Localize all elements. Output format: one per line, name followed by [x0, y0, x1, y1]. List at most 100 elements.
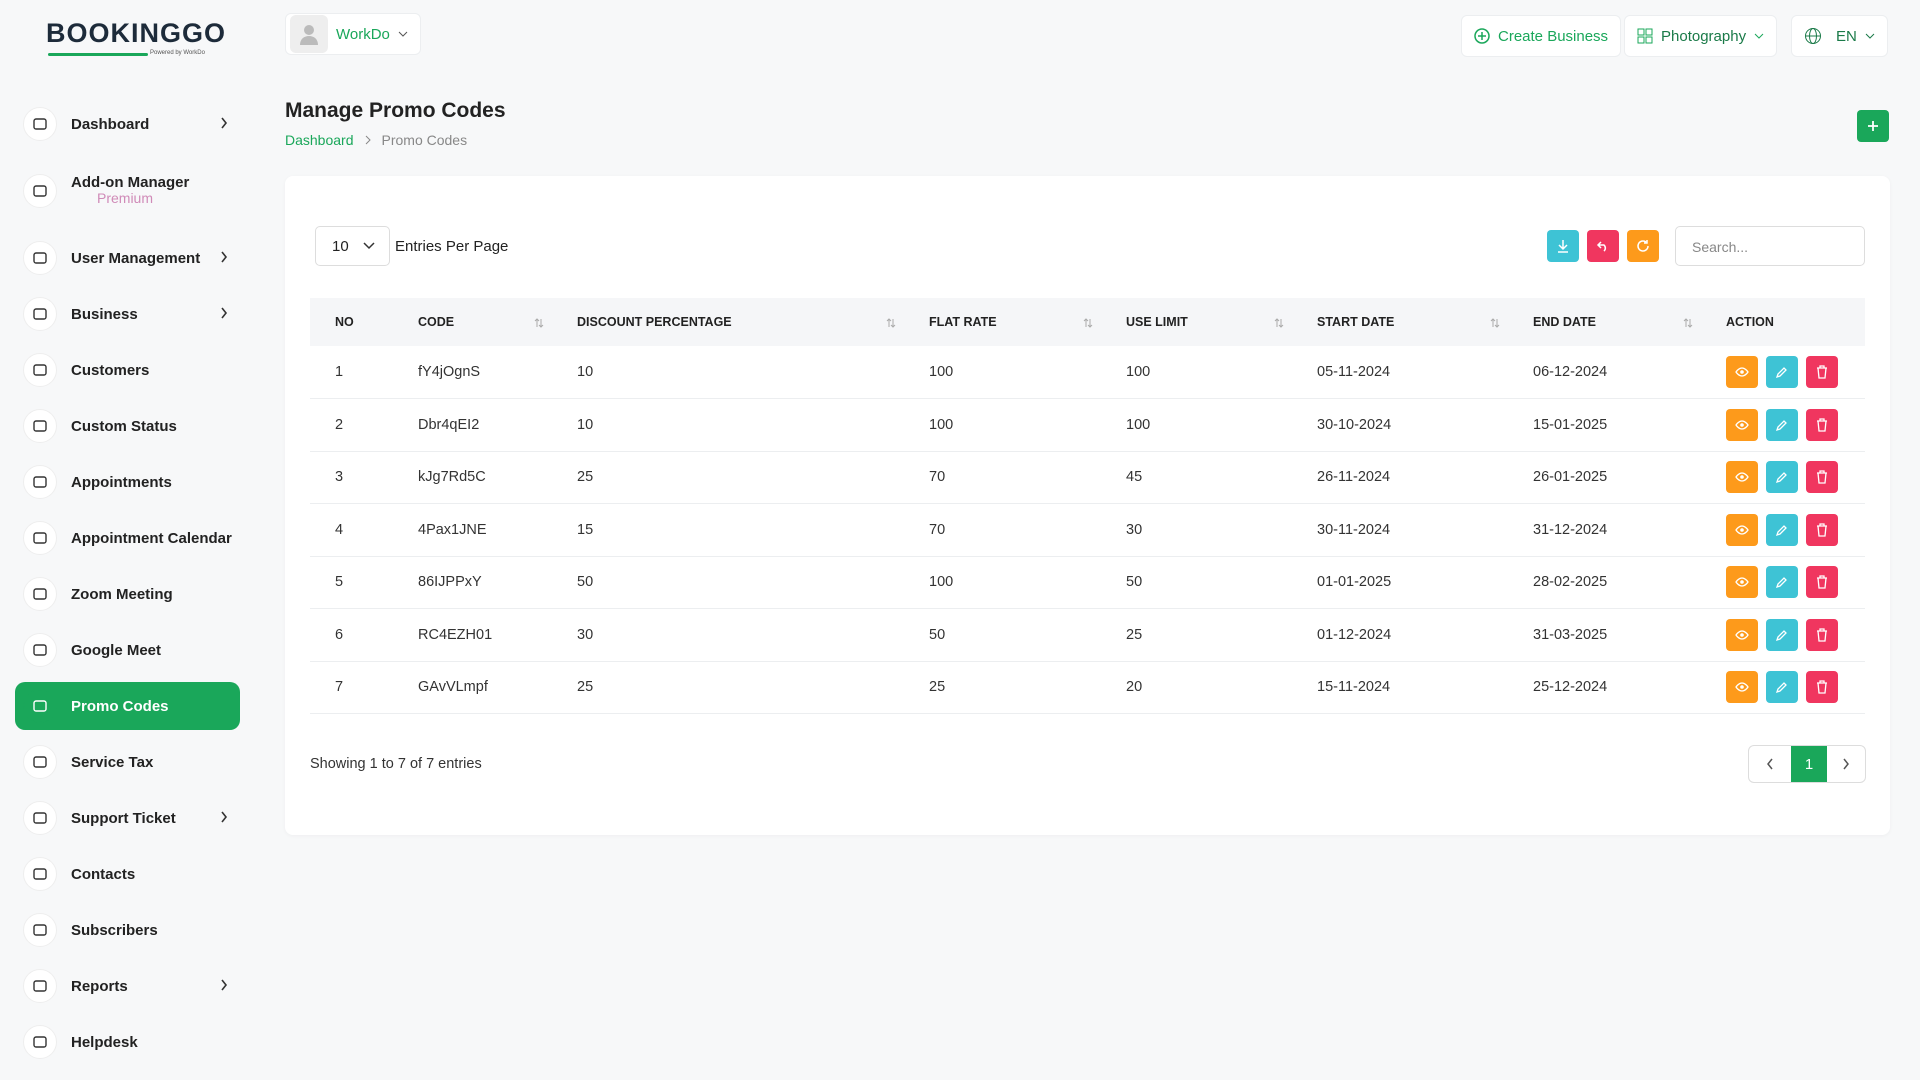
delete-button[interactable] [1806, 671, 1838, 704]
view-button[interactable] [1726, 408, 1758, 441]
view-button[interactable] [1726, 671, 1758, 704]
view-button[interactable] [1726, 461, 1758, 494]
action-cell [1701, 503, 1865, 557]
sidebar-item[interactable]: Contacts [15, 850, 240, 898]
item-label: Subscribers [71, 921, 158, 939]
sidebar-item[interactable]: Service Tax [15, 738, 240, 786]
workspace-switch[interactable]: WorkDo [285, 13, 421, 55]
edit-button[interactable] [1766, 461, 1798, 494]
next-page[interactable] [1827, 746, 1865, 782]
reset-button[interactable] [1587, 230, 1619, 262]
chevron [220, 250, 228, 267]
icon [1637, 28, 1653, 44]
sort-icon[interactable] [534, 317, 544, 331]
view-button[interactable] [1726, 618, 1758, 651]
current-page[interactable]: 1 [1791, 746, 1827, 782]
label: Create Business [1498, 27, 1609, 45]
view-button[interactable] [1726, 566, 1758, 599]
sidebar-item[interactable]: Add-on Manager Premium [15, 156, 240, 226]
sidebar-item[interactable]: Customers [15, 346, 240, 394]
sidebar-item[interactable]: Helpdesk [15, 1018, 240, 1066]
table-cell: 10 [552, 398, 904, 452]
item-label: Helpdesk [71, 1033, 138, 1051]
edit-button[interactable] [1766, 618, 1798, 651]
table-cell: 6 [310, 608, 393, 662]
table-cell: RC4EZH01 [393, 608, 552, 662]
action-cell [1701, 608, 1865, 662]
item-icon [23, 409, 57, 443]
chevron [1754, 33, 1764, 39]
refresh-button[interactable] [1627, 230, 1659, 262]
avatar [290, 15, 328, 53]
delete-button[interactable] [1806, 461, 1838, 494]
sidebar-item[interactable]: User Management [15, 234, 240, 282]
item-label: Appointments [71, 473, 172, 491]
sidebar-item[interactable]: Appointments [15, 458, 240, 506]
logo[interactable]: BOOKINGGO [46, 18, 227, 48]
sidebar-item[interactable]: Custom Status [15, 402, 240, 450]
column-title: DISCOUNT PERCENTAGE [577, 315, 732, 329]
table-row: 7 GAvVLmpf 25 25 20 15-11-2024 25-12-2024 [310, 661, 1865, 714]
table-cell: 5 [310, 556, 393, 609]
edit-button[interactable] [1766, 671, 1798, 704]
item-icon [23, 633, 57, 667]
table-cell: fY4jOgnS [393, 346, 552, 399]
view-button[interactable] [1726, 513, 1758, 546]
delete-button[interactable] [1806, 356, 1838, 388]
table-cell: 25 [552, 661, 904, 714]
sidebar-item[interactable]: Subscribers [15, 906, 240, 954]
edit-button[interactable] [1766, 356, 1798, 388]
sidebar-item[interactable]: Zoom Meeting [15, 570, 240, 618]
table-cell: 30 [1101, 503, 1292, 557]
table-row: 6 RC4EZH01 30 50 25 01-12-2024 31-03-2025 [310, 608, 1865, 662]
sidebar-item[interactable]: Google Meet [15, 626, 240, 674]
breadcrumb-current: Promo Codes [381, 132, 468, 148]
sort-icon[interactable] [886, 317, 896, 331]
table-cell: 45 [1101, 451, 1292, 504]
business-switch[interactable]: Photography [1624, 15, 1778, 57]
prev-page[interactable] [1749, 746, 1791, 782]
table-cell: 100 [904, 556, 1101, 609]
sidebar-item[interactable]: Business [15, 290, 240, 338]
entries-select[interactable]: 10 [315, 226, 390, 266]
column-header: NO [310, 298, 393, 346]
breadcrumb-link[interactable]: Dashboard [285, 132, 354, 148]
sidebar-item[interactable]: Reports [15, 962, 240, 1010]
item-icon [23, 969, 57, 1003]
table-cell: 4Pax1JNE [393, 503, 552, 557]
sort-icon[interactable] [1490, 317, 1500, 331]
view-button[interactable] [1726, 356, 1758, 388]
edit-button[interactable] [1766, 513, 1798, 546]
language-switch[interactable]: EN [1791, 15, 1888, 57]
delete-button[interactable] [1806, 566, 1838, 599]
sidebar: Dashboard Add-on Manager Premium User Manag… [0, 100, 250, 1080]
sort-icon[interactable] [1274, 317, 1284, 331]
edit-button[interactable] [1766, 566, 1798, 599]
sidebar-item[interactable]: Settings [15, 1074, 240, 1080]
item-label: Reports [71, 977, 128, 995]
item-icon [23, 577, 57, 611]
sidebar-item[interactable]: Support Ticket [15, 794, 240, 842]
table-cell: 86IJPPxY [393, 556, 552, 609]
search-input[interactable]: Search... [1675, 226, 1865, 266]
sidebar-item[interactable]: Dashboard [15, 100, 240, 148]
sort-icon[interactable] [1683, 317, 1693, 331]
item-icon [23, 353, 57, 387]
add-button[interactable] [1857, 110, 1889, 142]
sort-icon[interactable] [1083, 317, 1093, 331]
table-cell: 25 [1101, 608, 1292, 662]
edit-button[interactable] [1766, 408, 1798, 441]
action-cell [1701, 556, 1865, 609]
table-cell: 7 [310, 661, 393, 714]
delete-button[interactable] [1806, 513, 1838, 546]
export-button[interactable] [1547, 230, 1579, 262]
create-business-button[interactable]: Create Business [1461, 15, 1622, 57]
column-header: DISCOUNT PERCENTAGE [552, 298, 904, 346]
sidebar-item[interactable]: Appointment Calendar [15, 514, 240, 562]
delete-button[interactable] [1806, 408, 1838, 441]
delete-button[interactable] [1806, 618, 1838, 651]
table-cell: 100 [1101, 398, 1292, 452]
sidebar-item[interactable]: Promo Codes [15, 682, 240, 730]
logo-tagline: Powered by WorkDo [150, 50, 205, 56]
